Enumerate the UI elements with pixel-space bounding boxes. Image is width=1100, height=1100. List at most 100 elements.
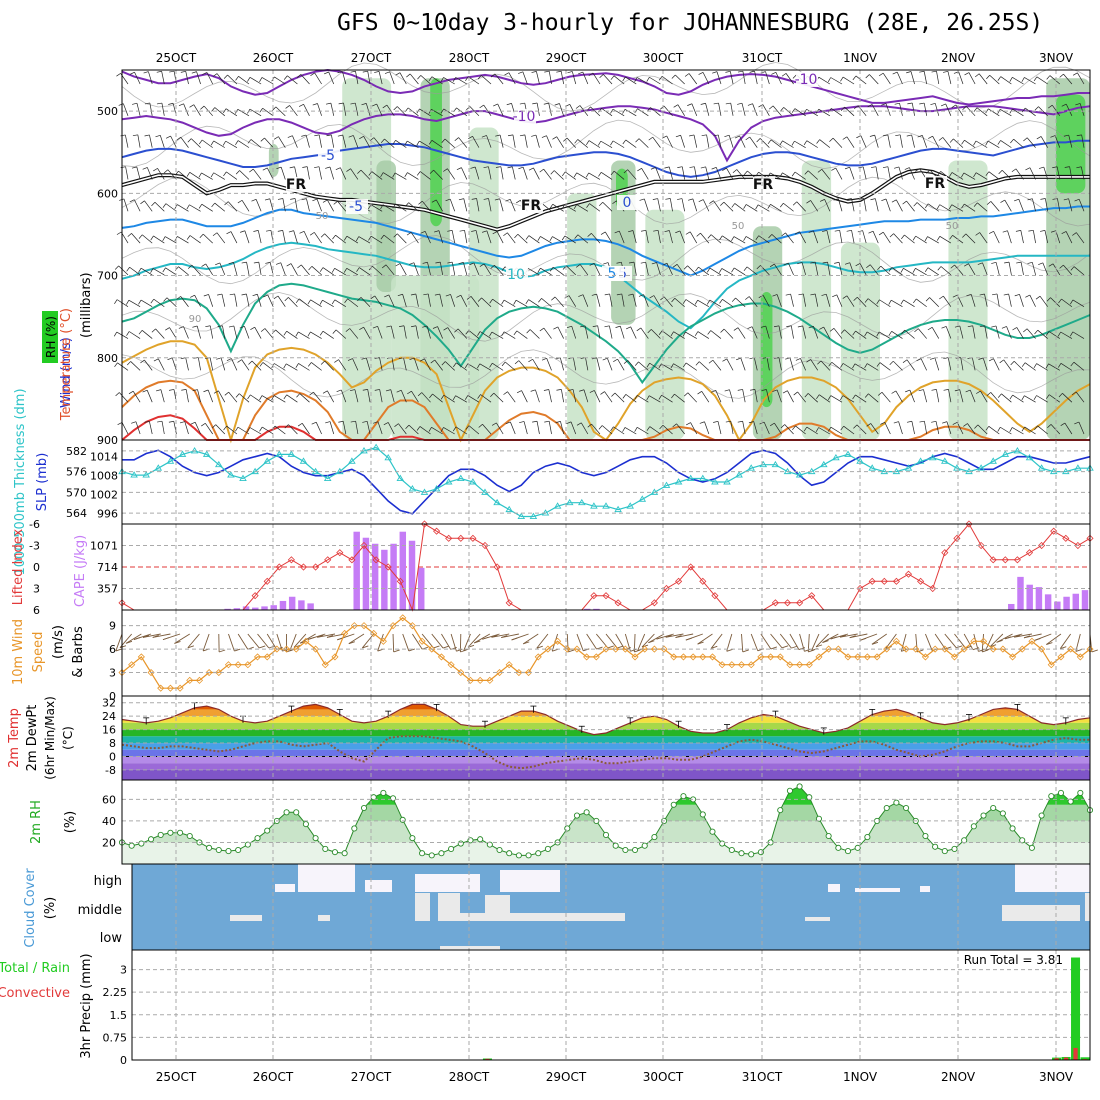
wind-barb	[388, 294, 395, 307]
wind-barb-flag	[115, 392, 120, 397]
wind-barb-flag	[368, 171, 373, 176]
wind-barb-flag	[747, 103, 753, 106]
wind-barb	[1064, 422, 1073, 435]
ylabel-total-rain: Total / Rain	[0, 961, 70, 976]
wind-barb-flag	[471, 230, 477, 232]
wind-barb	[121, 422, 129, 435]
wind-barb	[166, 297, 177, 307]
wind-barb	[676, 423, 685, 435]
wind-barb-10m-flag	[568, 649, 575, 653]
wind-barb-flag	[722, 167, 727, 172]
wind-barb	[208, 294, 214, 307]
wind-barb-flag	[701, 134, 707, 137]
precip-convective-bar	[485, 1058, 490, 1060]
thickness-marker	[299, 457, 308, 464]
wind-barb-flag	[707, 330, 712, 335]
wind-barb-flag	[675, 230, 681, 234]
wind-barb	[535, 135, 540, 148]
rh-marker	[738, 850, 745, 857]
ylabel-convective: Convective	[0, 986, 70, 1001]
wind-barb-flag	[902, 359, 908, 363]
wind-barb	[879, 362, 891, 371]
wind-barb	[632, 294, 637, 307]
wind-barb-flag	[336, 389, 342, 393]
wind-barb-flag	[906, 420, 912, 423]
wind-barb	[340, 167, 347, 180]
thickness-marker	[553, 502, 562, 509]
wind-barb	[674, 297, 685, 307]
y-tick-label: high	[94, 874, 122, 889]
ylabel-temperature: Temperature (°C)	[59, 308, 74, 421]
wind-barb-flag	[489, 298, 493, 304]
wind-barb-flag	[432, 326, 438, 329]
y-tick-label: 6	[109, 643, 116, 656]
wind-speed-marker	[437, 653, 446, 661]
wind-barb	[559, 103, 564, 116]
lifted-index-marker	[275, 563, 283, 571]
wind-barb-flag	[816, 139, 820, 144]
wind-barb-flag	[490, 392, 495, 397]
wind-barb	[316, 198, 322, 212]
wind-barb-flag	[478, 423, 483, 428]
wind-barb-10m	[266, 633, 277, 650]
wind-barb-flag	[477, 331, 481, 336]
wind-barb-flag	[248, 360, 253, 365]
wind-barb	[995, 325, 1000, 339]
wind-barb	[449, 198, 456, 212]
wind-barb-flag	[904, 167, 910, 170]
wind-speed-marker	[950, 653, 959, 661]
wind-barb	[457, 328, 468, 339]
wind-barb	[456, 107, 468, 117]
wind-barb-flag	[144, 134, 150, 137]
contour-label: FR	[521, 198, 542, 214]
wind-barb-flag	[465, 425, 470, 430]
wind-barb-flag	[283, 394, 287, 400]
wind-barb	[522, 167, 528, 180]
wind-speed-marker	[341, 629, 349, 638]
wind-barb-10m	[605, 633, 618, 649]
wind-barb-10m-flag	[1004, 636, 1012, 640]
wind-barb	[710, 234, 722, 244]
thickness-marker	[154, 464, 163, 471]
wind-barb	[1056, 166, 1061, 180]
wind-barb	[178, 266, 189, 276]
y-tick-label-left: 6	[33, 604, 40, 617]
wind-barb	[737, 327, 746, 339]
wind-barb-flag	[259, 77, 263, 82]
y-tick-label: 9	[109, 620, 116, 633]
rh-marker	[409, 835, 416, 842]
wind-barb-flag	[587, 423, 592, 428]
wind-barb	[560, 421, 564, 435]
wind-barb	[149, 102, 153, 116]
wind-barb-flag	[477, 75, 482, 80]
wind-barb	[645, 230, 649, 244]
wind-barb-10m-flag	[187, 645, 194, 649]
wind-barb-flag	[988, 358, 994, 362]
wind-barb-flag	[649, 295, 655, 299]
wind-barb-10m-flag	[665, 634, 672, 638]
wind-barb-flag	[440, 108, 445, 114]
wind-barb	[249, 427, 262, 435]
ylabel-precip: 3hr Precip (mm)	[79, 953, 94, 1058]
wind-barb	[701, 391, 710, 403]
wind-speed-marker	[718, 661, 726, 669]
wind-barb-10m	[954, 633, 966, 649]
wind-barb-flag	[116, 231, 122, 235]
y-tick-label: 24	[102, 710, 116, 723]
wind-barb	[548, 103, 552, 116]
ylabel-lifted-index: Lifted Index	[11, 528, 26, 605]
wind-barb-flag	[237, 359, 242, 363]
wind-barb	[492, 298, 504, 308]
wind-barb	[827, 262, 831, 275]
thickness-marker	[384, 453, 392, 461]
wind-barb-10m-flag	[685, 637, 693, 641]
contour-label: 5	[608, 266, 617, 282]
wind-barb-flag	[443, 327, 448, 331]
cape-bar	[288, 596, 296, 610]
wind-barb-flag	[880, 421, 885, 425]
wind-barb	[1018, 199, 1024, 212]
wind-barb	[638, 138, 649, 148]
wind-barb	[322, 299, 334, 308]
rh-marker	[1077, 789, 1084, 796]
wind-barb-flag	[309, 391, 314, 396]
